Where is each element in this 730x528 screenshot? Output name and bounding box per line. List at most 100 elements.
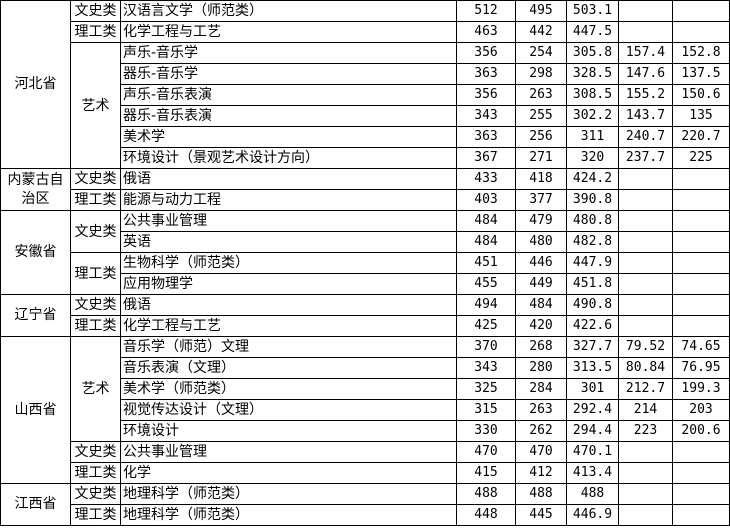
max-score-cell: 463	[456, 21, 516, 43]
major-cell: 俄语	[120, 294, 457, 316]
category-cell: 理工类	[70, 252, 121, 295]
major-cell: 器乐-音乐学	[120, 63, 457, 85]
max-score-cell: 455	[456, 273, 516, 295]
major-cell: 化学工程与工艺	[120, 21, 457, 43]
max-score-cell: 484	[456, 210, 516, 232]
category-cell: 理工类	[70, 315, 121, 337]
avg-score-cell: 390.8	[566, 189, 619, 211]
table-row: 理工类 化学工程与工艺 425 420 422.6	[1, 315, 730, 337]
province-cell: 安徽省	[0, 210, 71, 295]
min-score-cell: 480	[515, 231, 567, 253]
table-row: 美术学（师范类） 325 284 301 212.7 199.3	[1, 378, 730, 400]
category-cell: 文史类	[70, 294, 121, 316]
avg-score-cell: 292.4	[566, 399, 619, 421]
table-row: 理工类 能源与动力工程 403 377 390.8	[1, 189, 730, 211]
major-cell: 能源与动力工程	[120, 189, 457, 211]
major-cell: 公共事业管理	[120, 210, 457, 232]
art-score-2-cell	[672, 168, 730, 190]
art-score-2-cell	[672, 504, 730, 526]
table-row: 理工类 地理科学（师范类） 448 445 446.9	[1, 504, 730, 526]
avg-score-cell: 311	[566, 126, 619, 148]
major-cell: 美术学（师范类）	[120, 378, 457, 400]
avg-score-cell: 422.6	[566, 315, 619, 337]
art-score-2-cell: 137.5	[672, 63, 730, 85]
avg-score-cell: 301	[566, 378, 619, 400]
art-score-1-cell	[618, 294, 673, 316]
min-score-cell: 484	[515, 294, 567, 316]
art-score-1-cell: 157.4	[618, 42, 673, 64]
province-cell: 江西省	[0, 483, 71, 526]
art-score-1-cell: 147.6	[618, 63, 673, 85]
min-score-cell: 479	[515, 210, 567, 232]
art-score-1-cell	[618, 210, 673, 232]
art-score-2-cell: 199.3	[672, 378, 730, 400]
category-cell: 艺术	[70, 336, 121, 442]
table-row: 河北省 文史类 汉语言文学（师范类） 512 495 503.1	[0, 0, 730, 169]
table-row: 安徽省 文史类 公共事业管理 484 479 480.8	[0, 210, 730, 295]
avg-score-cell: 302.2	[566, 105, 619, 127]
avg-score-cell: 451.8	[566, 273, 619, 295]
art-score-1-cell	[618, 21, 673, 43]
art-score-2-cell	[672, 462, 730, 484]
art-score-1-cell	[618, 462, 673, 484]
min-score-cell: 263	[515, 84, 567, 106]
min-score-cell: 262	[515, 420, 567, 442]
art-score-1-cell	[618, 252, 673, 274]
table-row: 山西省 艺术 音乐学（师范）文理 370 268 327.7 79.52 74.65	[0, 336, 730, 484]
max-score-cell: 363	[456, 126, 516, 148]
max-score-cell: 484	[456, 231, 516, 253]
major-cell: 汉语言文学（师范类）	[120, 0, 457, 22]
min-score-cell: 377	[515, 189, 567, 211]
category-cell: 理工类	[70, 462, 121, 484]
major-cell: 地理科学（师范类）	[120, 504, 457, 526]
major-cell: 化学工程与工艺	[120, 315, 457, 337]
max-score-cell: 367	[456, 147, 516, 169]
art-score-1-cell: 212.7	[618, 378, 673, 400]
avg-score-cell: 447.9	[566, 252, 619, 274]
major-cell: 生物科学（师范类）	[120, 252, 457, 274]
min-score-cell: 442	[515, 21, 567, 43]
avg-score-cell: 305.8	[566, 42, 619, 64]
min-score-cell: 495	[515, 0, 567, 22]
art-score-2-cell	[672, 21, 730, 43]
major-cell: 化学	[120, 462, 457, 484]
art-score-2-cell: 200.6	[672, 420, 730, 442]
avg-score-cell: 482.8	[566, 231, 619, 253]
max-score-cell: 433	[456, 168, 516, 190]
category-cell: 文史类	[70, 210, 121, 253]
max-score-cell: 448	[456, 504, 516, 526]
art-score-2-cell	[672, 231, 730, 253]
min-score-cell: 271	[515, 147, 567, 169]
min-score-cell: 268	[515, 336, 567, 358]
max-score-cell: 488	[456, 483, 516, 505]
avg-score-cell: 488	[566, 483, 619, 505]
category-cell: 理工类	[70, 21, 121, 43]
avg-score-cell: 480.8	[566, 210, 619, 232]
max-score-cell: 370	[456, 336, 516, 358]
min-score-cell: 298	[515, 63, 567, 85]
art-score-1-cell: 80.84	[618, 357, 673, 379]
art-score-2-cell: 74.65	[672, 336, 730, 358]
min-score-cell: 418	[515, 168, 567, 190]
min-score-cell: 284	[515, 378, 567, 400]
category-cell: 文史类	[70, 0, 121, 22]
province-cell: 河北省	[0, 0, 71, 169]
art-score-2-cell	[672, 441, 730, 463]
min-score-cell: 412	[515, 462, 567, 484]
category-cell: 文史类	[70, 168, 121, 190]
category-cell: 艺术	[70, 42, 121, 169]
major-cell: 环境设计（景观艺术设计方向）	[120, 147, 457, 169]
art-score-2-cell: 203	[672, 399, 730, 421]
table-row: 器乐-音乐学 363 298 328.5 147.6 137.5	[1, 63, 730, 85]
art-score-1-cell	[618, 189, 673, 211]
art-score-1-cell	[618, 441, 673, 463]
avg-score-cell: 446.9	[566, 504, 619, 526]
table-row: 文史类 公共事业管理 470 470 470.1	[1, 441, 730, 463]
category-cell: 理工类	[70, 189, 121, 211]
max-score-cell: 343	[456, 357, 516, 379]
province-cell: 内蒙古自治区	[0, 168, 71, 211]
avg-score-cell: 503.1	[566, 0, 619, 22]
art-score-1-cell	[618, 504, 673, 526]
max-score-cell: 425	[456, 315, 516, 337]
